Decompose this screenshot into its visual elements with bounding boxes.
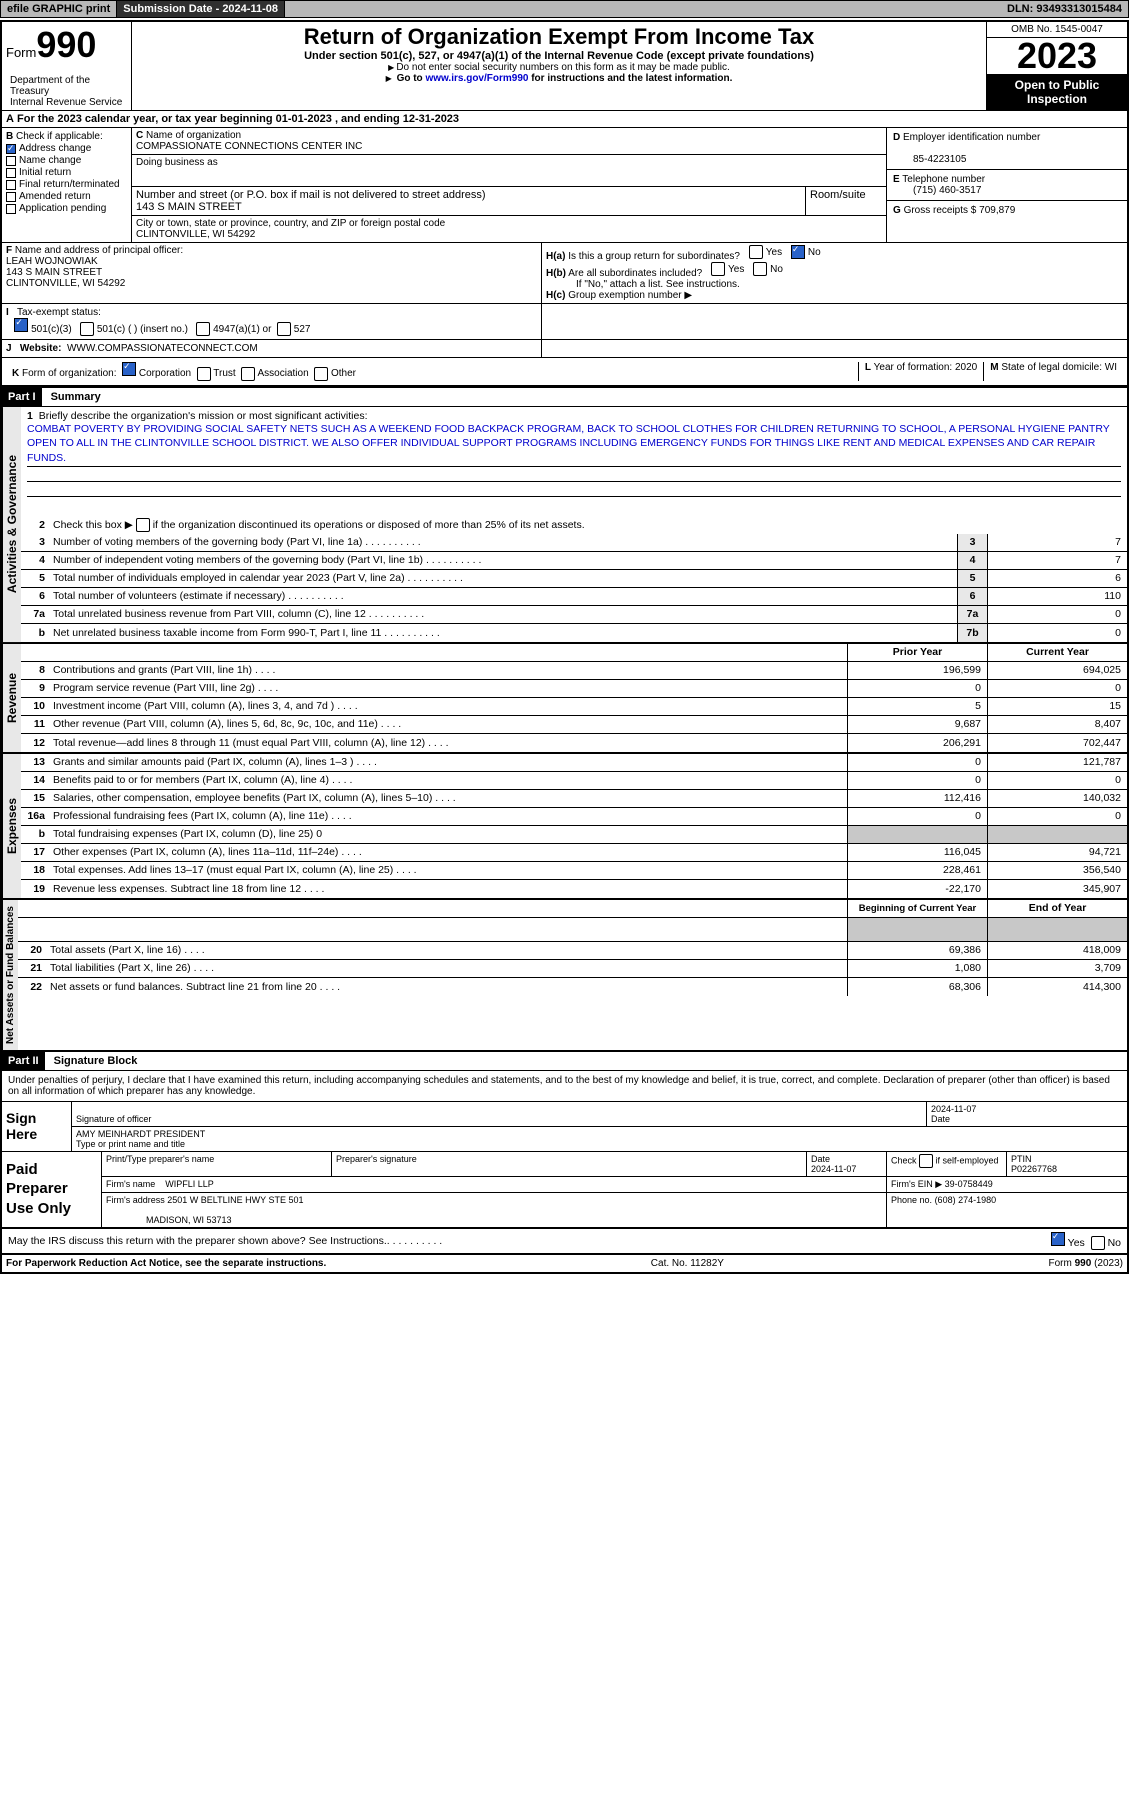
org-city: CLINTONVILLE, WI 54292	[136, 229, 255, 240]
line-19: 19 Revenue less expenses. Subtract line …	[21, 880, 1127, 898]
gov-line-3: 3 Number of voting members of the govern…	[21, 534, 1127, 552]
chk-address-change[interactable]	[6, 144, 16, 154]
summary-revenue: Revenue Prior Year Current Year 8 Contri…	[2, 642, 1127, 752]
summary-netassets: Net Assets or Fund Balances Beginning of…	[2, 898, 1127, 1050]
irs-link[interactable]: www.irs.gov/Form990	[425, 73, 528, 84]
phone-value: (715) 460-3517	[913, 185, 981, 196]
ha-no[interactable]	[791, 245, 805, 259]
top-bar: efile GRAPHIC print Submission Date - 20…	[0, 0, 1129, 18]
box-b: B Check if applicable: Address change Na…	[2, 128, 132, 242]
chk-app-pending[interactable]	[6, 204, 16, 214]
box-c: C Name of organization COMPASSIONATE CON…	[132, 128, 887, 242]
mission-text: COMBAT POVERTY BY PROVIDING SOCIAL SAFET…	[27, 422, 1121, 467]
header-sub2: Do not enter social security numbers on …	[138, 62, 980, 73]
gross-receipts: 709,879	[979, 205, 1015, 216]
chk-amended[interactable]	[6, 192, 16, 202]
row-j: J Website: WWW.COMPASSIONATECONNECT.COM	[2, 340, 1127, 358]
officer-name: LEAH WOJNOWIAK	[6, 256, 98, 267]
line-b: b Total fundraising expenses (Part IX, c…	[21, 826, 1127, 844]
line-12: 12 Total revenue—add lines 8 through 11 …	[21, 734, 1127, 752]
entity-grid: B Check if applicable: Address change Na…	[2, 128, 1127, 243]
dln-label: DLN: 93493313015484	[1001, 1, 1128, 17]
line-22: 22 Net assets or fund balances. Subtract…	[18, 978, 1127, 996]
gov-line-4: 4 Number of independent voting members o…	[21, 552, 1127, 570]
line-20: 20 Total assets (Part X, line 16) 69,386…	[18, 942, 1127, 960]
chk-527[interactable]	[277, 322, 291, 336]
chk-initial-return[interactable]	[6, 168, 16, 178]
form-number: 990	[36, 24, 96, 65]
box-d-e-g: D Employer identification number 85-4223…	[887, 128, 1127, 242]
chk-501c3[interactable]	[14, 318, 28, 332]
open-to-public: Open to Public Inspection	[987, 74, 1127, 110]
discuss-no[interactable]	[1091, 1236, 1105, 1250]
footer: For Paperwork Reduction Act Notice, see …	[2, 1255, 1127, 1272]
line-15: 15 Salaries, other compensation, employe…	[21, 790, 1127, 808]
chk-4947[interactable]	[196, 322, 210, 336]
ha-yes[interactable]	[749, 245, 763, 259]
line-13: 13 Grants and similar amounts paid (Part…	[21, 754, 1127, 772]
chk-501c[interactable]	[80, 322, 94, 336]
line-10: 10 Investment income (Part VIII, column …	[21, 698, 1127, 716]
row-f-h: F Name and address of principal officer:…	[2, 243, 1127, 304]
line-a: A For the 2023 calendar year, or tax yea…	[2, 111, 1127, 128]
sign-here-row: Sign Here Signature of officer 2024-11-0…	[2, 1102, 1127, 1152]
chk-name-change[interactable]	[6, 156, 16, 166]
discuss-row: May the IRS discuss this return with the…	[2, 1229, 1127, 1255]
line-9: 9 Program service revenue (Part VIII, li…	[21, 680, 1127, 698]
line-17: 17 Other expenses (Part IX, column (A), …	[21, 844, 1127, 862]
paid-preparer-row: Paid Preparer Use Only Print/Type prepar…	[2, 1152, 1127, 1229]
ein-value: 85-4223105	[913, 154, 966, 165]
hb-no[interactable]	[753, 262, 767, 276]
tax-year: 2023	[987, 38, 1127, 74]
line-11: 11 Other revenue (Part VIII, column (A),…	[21, 716, 1127, 734]
chk-final-return[interactable]	[6, 180, 16, 190]
chk-self-employed[interactable]	[919, 1154, 933, 1168]
line-21: 21 Total liabilities (Part X, line 26) 1…	[18, 960, 1127, 978]
line-14: 14 Benefits paid to or for members (Part…	[21, 772, 1127, 790]
part1-bar: Part I Summary	[2, 387, 1127, 407]
header-sub3: Go to www.irs.gov/Form990 for instructio…	[138, 73, 980, 84]
form-word: Form	[6, 45, 36, 60]
hb-yes[interactable]	[711, 262, 725, 276]
ptin-value: P02267768	[1011, 1164, 1057, 1174]
chk-trust[interactable]	[197, 367, 211, 381]
header-sub1: Under section 501(c), 527, or 4947(a)(1)…	[138, 50, 980, 62]
gov-line-7b: b Net unrelated business taxable income …	[21, 624, 1127, 642]
perjury-text: Under penalties of perjury, I declare th…	[2, 1071, 1127, 1102]
form-title: Return of Organization Exempt From Incom…	[138, 24, 980, 50]
org-street: 143 S MAIN STREET	[136, 201, 242, 213]
org-name: COMPASSIONATE CONNECTIONS CENTER INC	[136, 141, 362, 152]
chk-assoc[interactable]	[241, 367, 255, 381]
line-8: 8 Contributions and grants (Part VIII, l…	[21, 662, 1127, 680]
efile-label: efile GRAPHIC print	[1, 1, 117, 17]
row-k-l-m: K Form of organization: Corporation Trus…	[2, 358, 1127, 386]
firm-name: WIPFLI LLP	[165, 1179, 214, 1189]
line-18: 18 Total expenses. Add lines 13–17 (must…	[21, 862, 1127, 880]
gov-line-7a: 7a Total unrelated business revenue from…	[21, 606, 1127, 624]
row-i: I Tax-exempt status: 501(c)(3) 501(c) ( …	[2, 304, 1127, 340]
submission-date-btn[interactable]: Submission Date - 2024-11-08	[117, 1, 285, 17]
website-value: WWW.COMPASSIONATECONNECT.COM	[67, 343, 258, 354]
officer-sig-name: AMY MEINHARDT PRESIDENT	[76, 1129, 205, 1139]
line-16a: 16a Professional fundraising fees (Part …	[21, 808, 1127, 826]
chk-other[interactable]	[314, 367, 328, 381]
dept-treasury: Department of the Treasury Internal Reve…	[6, 73, 131, 110]
chk-discontinued[interactable]	[136, 518, 150, 532]
chk-corp[interactable]	[122, 362, 136, 376]
part2-bar: Part II Signature Block	[2, 1050, 1127, 1071]
form-990-frame: Form990 Department of the Treasury Inter…	[0, 20, 1129, 1274]
gov-line-5: 5 Total number of individuals employed i…	[21, 570, 1127, 588]
form-header: Form990 Department of the Treasury Inter…	[2, 22, 1127, 111]
discuss-yes[interactable]	[1051, 1232, 1065, 1246]
summary-expenses: Expenses 13 Grants and similar amounts p…	[2, 752, 1127, 898]
summary-governance: Activities & Governance 1 Briefly descri…	[2, 407, 1127, 642]
gov-line-6: 6 Total number of volunteers (estimate i…	[21, 588, 1127, 606]
